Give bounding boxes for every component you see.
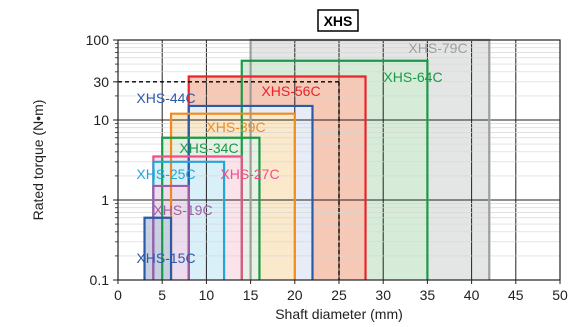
- x-tick-label-20: 20: [287, 287, 303, 303]
- x-tick-label-15: 15: [243, 287, 259, 303]
- x-tick-label-25: 25: [331, 287, 347, 303]
- label-xhs-19c: XHS-19C: [153, 202, 212, 218]
- label-xhs-64c: XHS-64C: [383, 69, 442, 85]
- y-tick-label-1: 1: [101, 192, 109, 208]
- y-tick-label-30: 30: [93, 74, 109, 90]
- label-xhs-44c: XHS-44C: [136, 90, 195, 106]
- outline-xhs-15c: [143, 216, 173, 280]
- x-tick-label-0: 0: [114, 287, 122, 303]
- area-outlines: [143, 38, 491, 280]
- label-xhs-79c: XHS-79C: [408, 40, 467, 56]
- axis-ticks: 0 5 10 15 20 25 30 35 40 45 50 0.1 1 10 30 100: [86, 32, 568, 303]
- x-axis-title: Shaft diameter (mm): [275, 306, 403, 322]
- outline-xhs-34c: [161, 136, 261, 280]
- x-tick-label-40: 40: [464, 287, 480, 303]
- area-xhs-15c: [144, 217, 172, 280]
- label-xhs-34c: XHS-34C: [179, 140, 238, 156]
- y-tick-label-10: 10: [93, 112, 109, 128]
- chart-title: XHS: [324, 13, 353, 29]
- x-tick-label-45: 45: [508, 287, 524, 303]
- x-tick-label-30: 30: [375, 287, 391, 303]
- label-xhs-15c: XHS-15C: [136, 250, 195, 266]
- outline-xhs-19c: [152, 184, 190, 280]
- y-tick-label-100: 100: [86, 32, 110, 48]
- x-tick-label-5: 5: [158, 287, 166, 303]
- x-tick-label-10: 10: [199, 287, 215, 303]
- x-tick-label-50: 50: [552, 287, 568, 303]
- y-tick-label-0-1: 0.1: [90, 272, 110, 288]
- title-box: [317, 9, 359, 32]
- label-xhs-25c: XHS-25C: [136, 166, 195, 182]
- reference-lines: [118, 81, 340, 280]
- label-xhs-27c: XHS-27C: [220, 166, 279, 182]
- y-axis-title: Rated torque (N•m): [30, 100, 46, 221]
- outline-xhs-39c: [169, 112, 296, 280]
- label-xhs-39c: XHS-39C: [206, 119, 265, 135]
- series-labels: XHS-79C XHS-64C XHS-56C XHS-44C XHS-39C XHS-3…: [136, 40, 467, 266]
- label-xhs-56c: XHS-56C: [261, 83, 320, 99]
- x-tick-label-35: 35: [420, 287, 436, 303]
